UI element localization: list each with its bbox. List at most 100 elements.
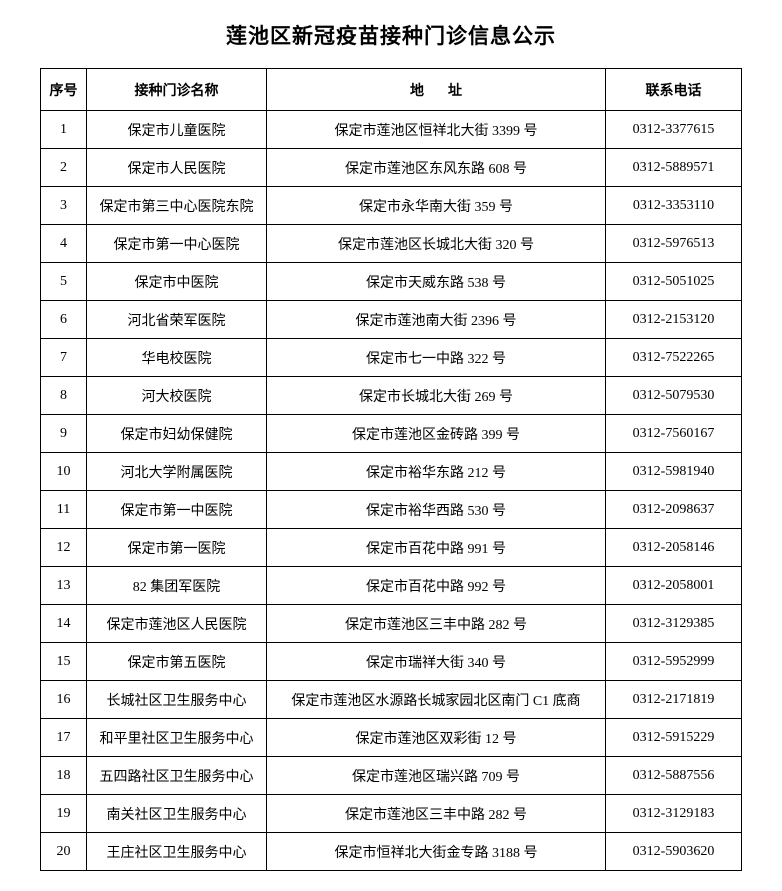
- table-row: 17和平里社区卫生服务中心保定市莲池区双彩街 12 号0312-5915229: [41, 719, 742, 757]
- header-address: 地址: [267, 69, 606, 111]
- cell-phone: 0312-5976513: [606, 225, 742, 263]
- cell-phone: 0312-5079530: [606, 377, 742, 415]
- cell-seq: 20: [41, 833, 87, 871]
- cell-name: 河北省荣军医院: [87, 301, 267, 339]
- cell-address: 保定市莲池区三丰中路 282 号: [267, 795, 606, 833]
- table-row: 5保定市中医院保定市天威东路 538 号0312-5051025: [41, 263, 742, 301]
- header-address-char2: 址: [448, 84, 462, 99]
- cell-phone: 0312-5051025: [606, 263, 742, 301]
- cell-name: 保定市儿童医院: [87, 111, 267, 149]
- table-row: 9保定市妇幼保健院保定市莲池区金砖路 399 号0312-7560167: [41, 415, 742, 453]
- cell-seq: 8: [41, 377, 87, 415]
- table-row: 1382 集团军医院保定市百花中路 992 号0312-2058001: [41, 567, 742, 605]
- cell-address: 保定市七一中路 322 号: [267, 339, 606, 377]
- cell-name: 南关社区卫生服务中心: [87, 795, 267, 833]
- cell-phone: 0312-5952999: [606, 643, 742, 681]
- table-row: 11保定市第一中医院保定市裕华西路 530 号0312-2098637: [41, 491, 742, 529]
- table-row: 6河北省荣军医院保定市莲池南大街 2396 号0312-2153120: [41, 301, 742, 339]
- table-row: 20王庄社区卫生服务中心保定市恒祥北大街金专路 3188 号0312-59036…: [41, 833, 742, 871]
- cell-address: 保定市瑞祥大街 340 号: [267, 643, 606, 681]
- cell-phone: 0312-5981940: [606, 453, 742, 491]
- cell-seq: 11: [41, 491, 87, 529]
- cell-name: 保定市中医院: [87, 263, 267, 301]
- cell-seq: 1: [41, 111, 87, 149]
- cell-seq: 19: [41, 795, 87, 833]
- cell-name: 王庄社区卫生服务中心: [87, 833, 267, 871]
- cell-address: 保定市莲池区水源路长城家园北区南门 C1 底商: [267, 681, 606, 719]
- cell-address: 保定市莲池区三丰中路 282 号: [267, 605, 606, 643]
- cell-phone: 0312-3377615: [606, 111, 742, 149]
- cell-address: 保定市莲池区恒祥北大街 3399 号: [267, 111, 606, 149]
- cell-seq: 4: [41, 225, 87, 263]
- cell-seq: 7: [41, 339, 87, 377]
- cell-address: 保定市裕华东路 212 号: [267, 453, 606, 491]
- cell-phone: 0312-7522265: [606, 339, 742, 377]
- cell-address: 保定市莲池南大街 2396 号: [267, 301, 606, 339]
- cell-phone: 0312-2098637: [606, 491, 742, 529]
- header-seq: 序号: [41, 69, 87, 111]
- cell-address: 保定市天威东路 538 号: [267, 263, 606, 301]
- cell-address: 保定市裕华西路 530 号: [267, 491, 606, 529]
- cell-phone: 0312-2058146: [606, 529, 742, 567]
- table-row: 7华电校医院保定市七一中路 322 号0312-7522265: [41, 339, 742, 377]
- header-address-char1: 地: [410, 84, 448, 99]
- table-row: 16长城社区卫生服务中心保定市莲池区水源路长城家园北区南门 C1 底商0312-…: [41, 681, 742, 719]
- cell-name: 保定市妇幼保健院: [87, 415, 267, 453]
- cell-name: 长城社区卫生服务中心: [87, 681, 267, 719]
- cell-address: 保定市莲池区东风东路 608 号: [267, 149, 606, 187]
- cell-name: 保定市第一医院: [87, 529, 267, 567]
- cell-name: 保定市人民医院: [87, 149, 267, 187]
- cell-seq: 2: [41, 149, 87, 187]
- cell-phone: 0312-5903620: [606, 833, 742, 871]
- cell-phone: 0312-3353110: [606, 187, 742, 225]
- table-row: 15保定市第五医院保定市瑞祥大街 340 号0312-5952999: [41, 643, 742, 681]
- cell-name: 河北大学附属医院: [87, 453, 267, 491]
- page-title: 莲池区新冠疫苗接种门诊信息公示: [40, 20, 742, 50]
- cell-phone: 0312-5887556: [606, 757, 742, 795]
- cell-address: 保定市永华南大街 359 号: [267, 187, 606, 225]
- table-body: 1保定市儿童医院保定市莲池区恒祥北大街 3399 号0312-33776152保…: [41, 111, 742, 871]
- cell-seq: 16: [41, 681, 87, 719]
- header-row: 序号 接种门诊名称 地址 联系电话: [41, 69, 742, 111]
- cell-name: 保定市第一中医院: [87, 491, 267, 529]
- table-row: 19南关社区卫生服务中心保定市莲池区三丰中路 282 号0312-3129183: [41, 795, 742, 833]
- cell-name: 河大校医院: [87, 377, 267, 415]
- cell-seq: 5: [41, 263, 87, 301]
- header-phone: 联系电话: [606, 69, 742, 111]
- cell-address: 保定市莲池区双彩街 12 号: [267, 719, 606, 757]
- cell-name: 82 集团军医院: [87, 567, 267, 605]
- cell-seq: 15: [41, 643, 87, 681]
- cell-name: 和平里社区卫生服务中心: [87, 719, 267, 757]
- cell-phone: 0312-5915229: [606, 719, 742, 757]
- table-row: 10河北大学附属医院保定市裕华东路 212 号0312-5981940: [41, 453, 742, 491]
- cell-phone: 0312-3129385: [606, 605, 742, 643]
- cell-seq: 14: [41, 605, 87, 643]
- cell-name: 保定市莲池区人民医院: [87, 605, 267, 643]
- cell-seq: 3: [41, 187, 87, 225]
- cell-seq: 9: [41, 415, 87, 453]
- cell-name: 保定市第一中心医院: [87, 225, 267, 263]
- table-row: 18五四路社区卫生服务中心保定市莲池区瑞兴路 709 号0312-5887556: [41, 757, 742, 795]
- cell-seq: 6: [41, 301, 87, 339]
- cell-phone: 0312-3129183: [606, 795, 742, 833]
- cell-address: 保定市百花中路 992 号: [267, 567, 606, 605]
- table-row: 4保定市第一中心医院保定市莲池区长城北大街 320 号0312-5976513: [41, 225, 742, 263]
- cell-name: 华电校医院: [87, 339, 267, 377]
- cell-name: 保定市第五医院: [87, 643, 267, 681]
- table-row: 14保定市莲池区人民医院保定市莲池区三丰中路 282 号0312-3129385: [41, 605, 742, 643]
- cell-seq: 17: [41, 719, 87, 757]
- cell-address: 保定市莲池区瑞兴路 709 号: [267, 757, 606, 795]
- cell-seq: 12: [41, 529, 87, 567]
- table-row: 12保定市第一医院保定市百花中路 991 号0312-2058146: [41, 529, 742, 567]
- cell-phone: 0312-2153120: [606, 301, 742, 339]
- table-row: 1保定市儿童医院保定市莲池区恒祥北大街 3399 号0312-3377615: [41, 111, 742, 149]
- cell-phone: 0312-2171819: [606, 681, 742, 719]
- table-row: 2保定市人民医院保定市莲池区东风东路 608 号0312-5889571: [41, 149, 742, 187]
- cell-address: 保定市莲池区金砖路 399 号: [267, 415, 606, 453]
- cell-phone: 0312-7560167: [606, 415, 742, 453]
- cell-seq: 10: [41, 453, 87, 491]
- cell-address: 保定市恒祥北大街金专路 3188 号: [267, 833, 606, 871]
- cell-address: 保定市长城北大街 269 号: [267, 377, 606, 415]
- table-row: 8河大校医院保定市长城北大街 269 号0312-5079530: [41, 377, 742, 415]
- cell-address: 保定市百花中路 991 号: [267, 529, 606, 567]
